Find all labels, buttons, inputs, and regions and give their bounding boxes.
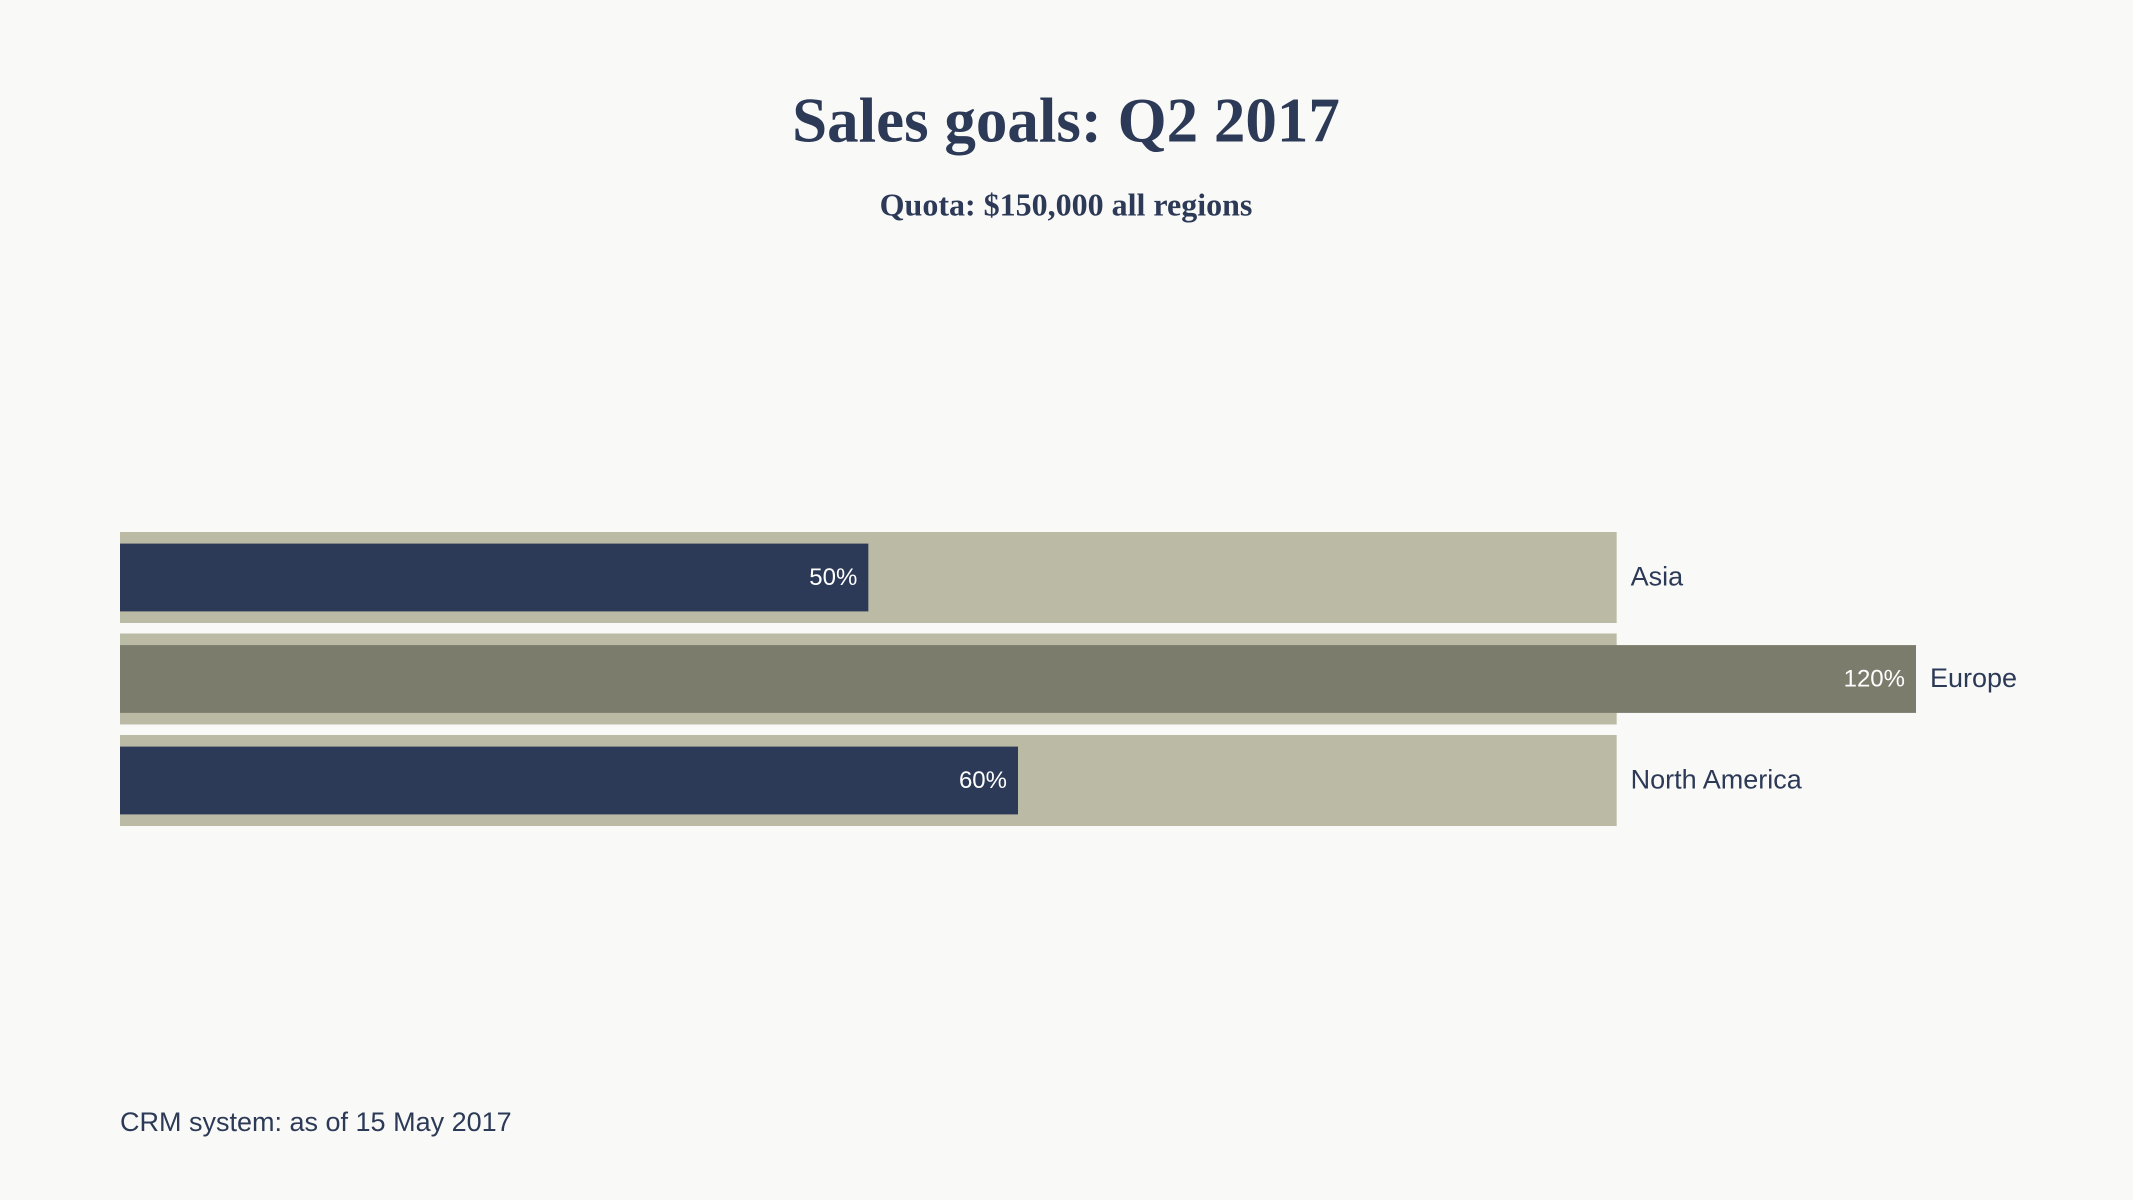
chart-subtitle: Quota: $150,000 all regions (880, 186, 1253, 222)
category-label: Asia (1631, 562, 1685, 592)
value-label: 60% (959, 767, 1007, 794)
category-label: North America (1631, 765, 1803, 795)
chart-title: Sales goals: Q2 2017 (792, 85, 1340, 155)
footnote: CRM system: as of 15 May 2017 (120, 1107, 512, 1137)
value-label: 50% (809, 564, 857, 591)
bar (120, 746, 1018, 815)
category-label: Europe (1930, 663, 2017, 693)
value-label: 120% (1844, 665, 1905, 692)
bar (120, 543, 869, 612)
bar (120, 645, 1916, 713)
